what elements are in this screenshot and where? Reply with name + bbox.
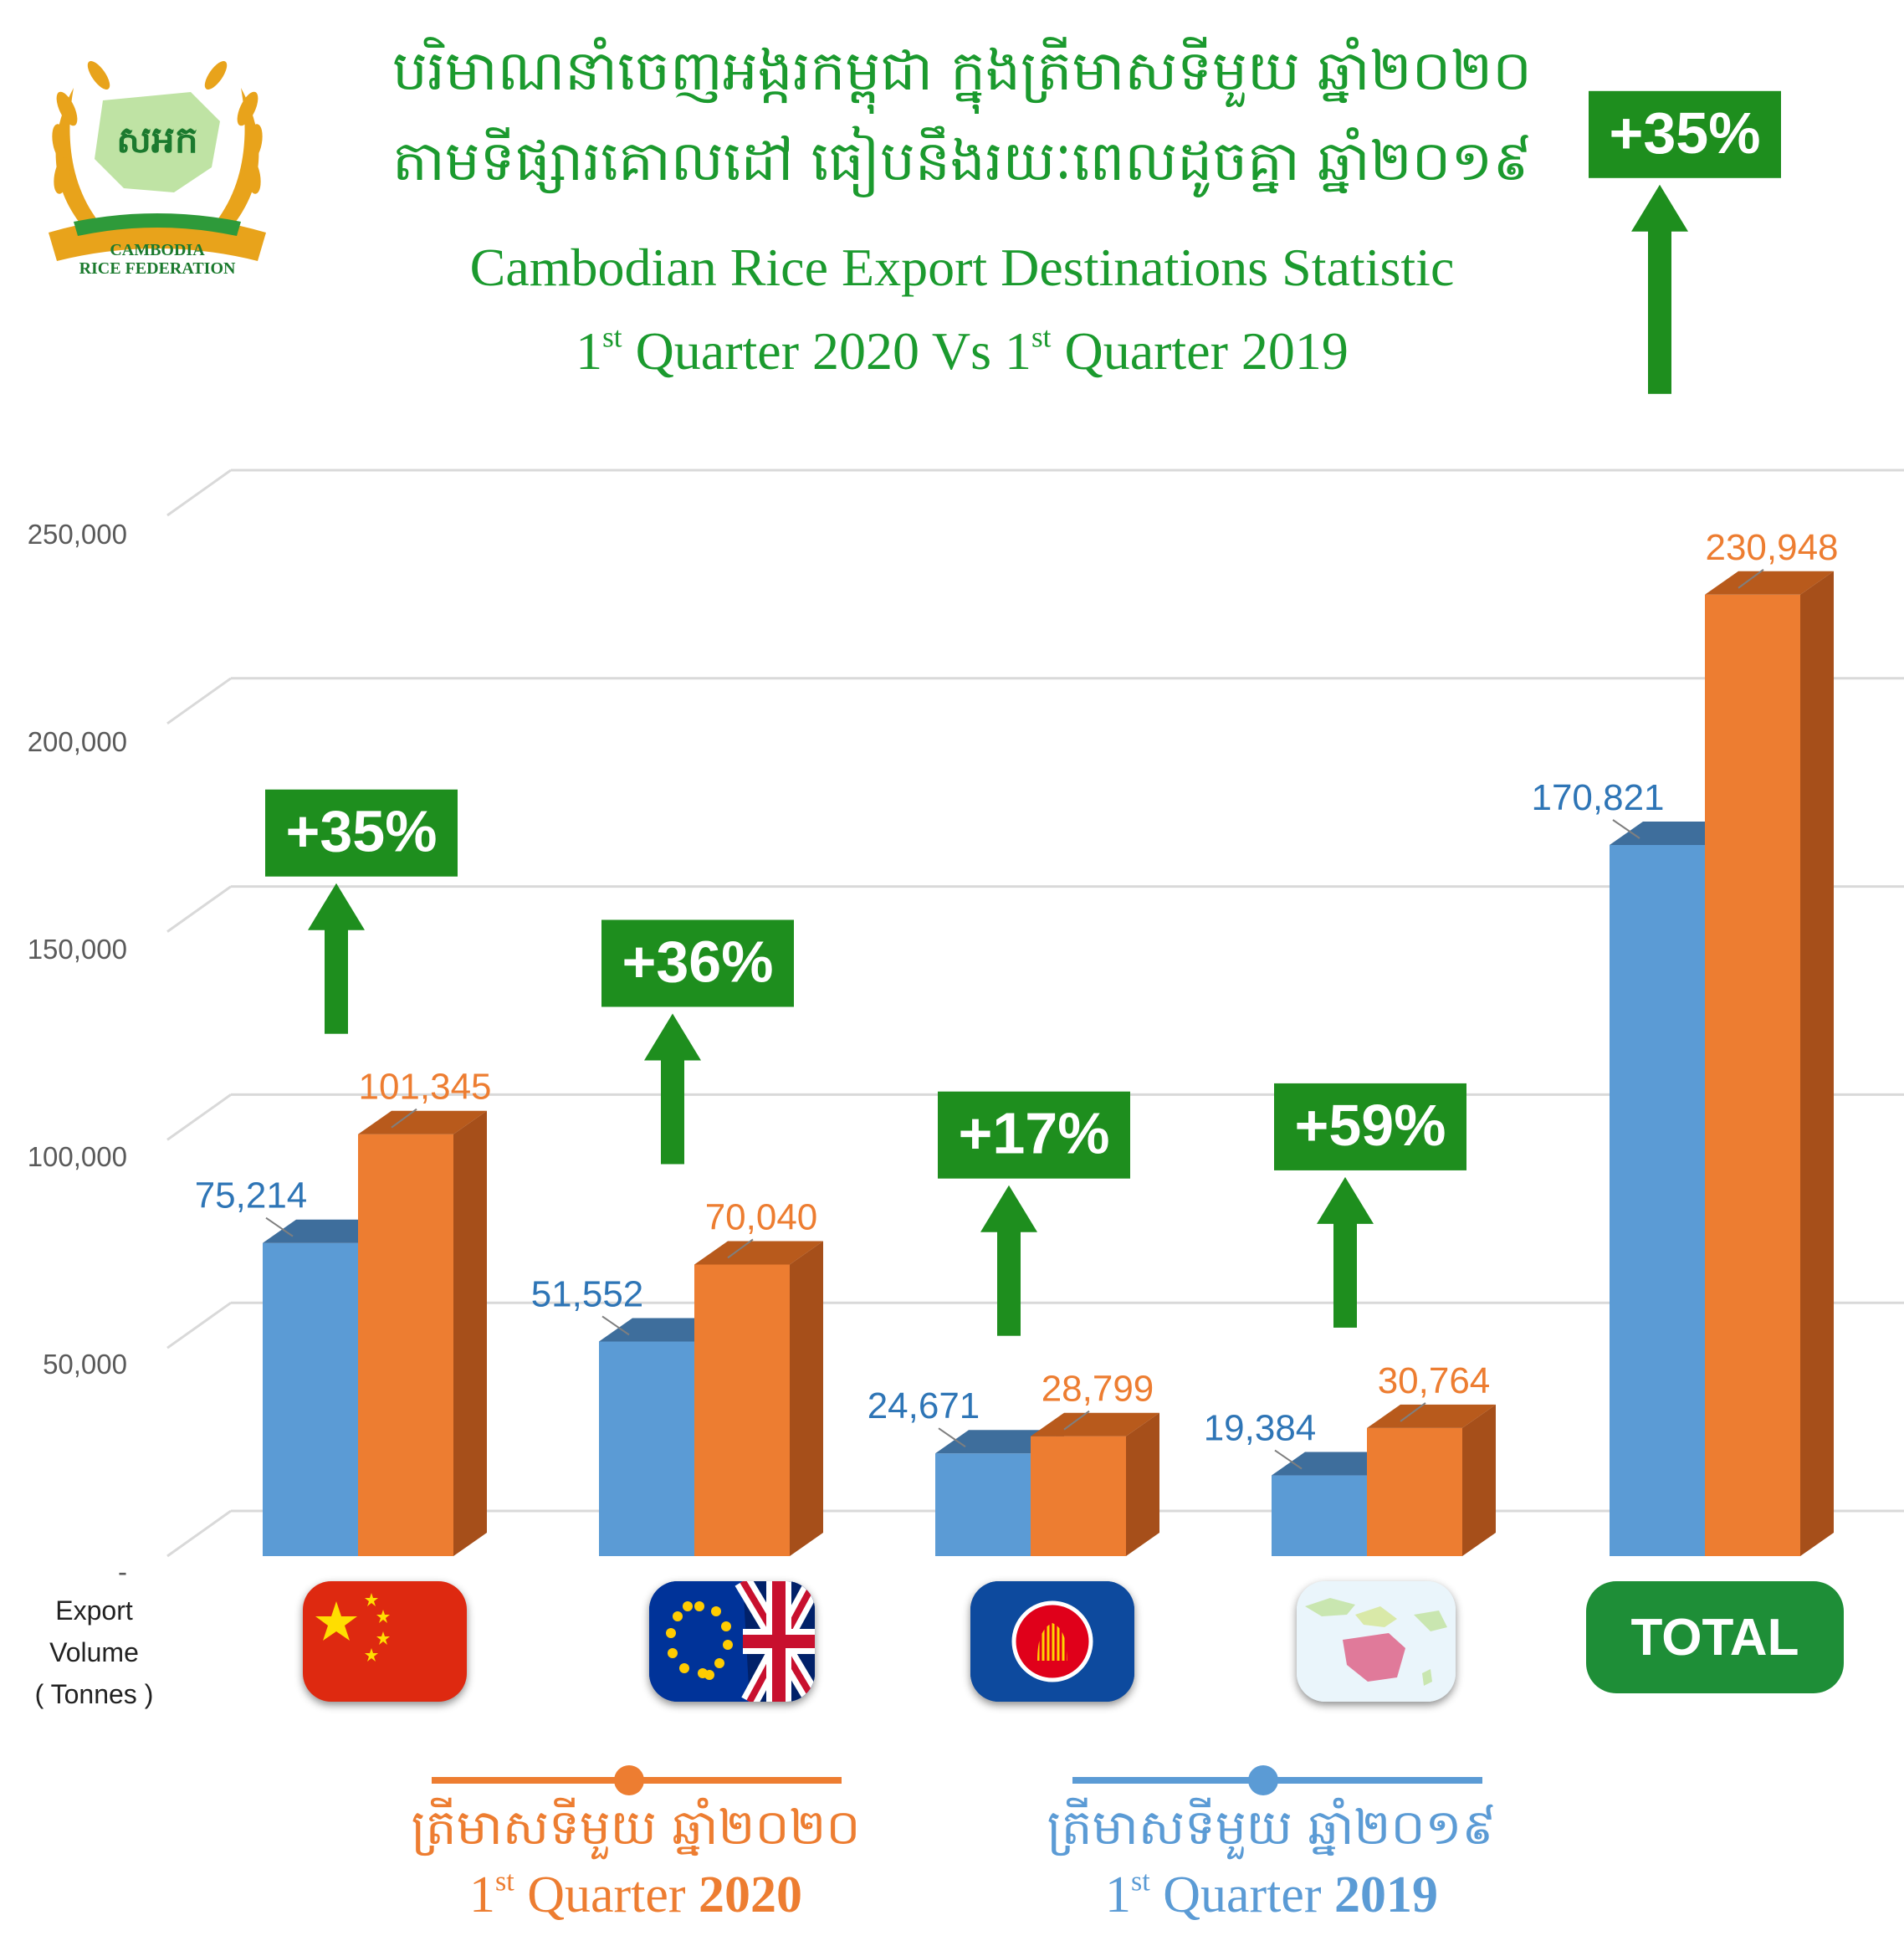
growth-badge xyxy=(1589,90,1781,178)
growth-label: +59% xyxy=(1295,1093,1446,1158)
legend-2019-marker xyxy=(1072,1765,1482,1795)
bar-2020-top xyxy=(1031,1412,1159,1436)
growth-arrow-shaft xyxy=(325,924,348,1034)
bar-2020-top xyxy=(1367,1404,1496,1428)
bar-2020-side xyxy=(1800,571,1834,1556)
bar-2020-side xyxy=(453,1110,487,1556)
ytick-label: 200,000 xyxy=(27,726,127,757)
y-axis-title: Export Volume ( Tonnes ) xyxy=(34,1595,154,1709)
leader-line xyxy=(1400,1402,1426,1422)
data-label-2019: 170,821 xyxy=(1531,777,1664,818)
eu-uk-flag-icon xyxy=(649,1581,815,1702)
rice-wreath-icon xyxy=(49,60,266,261)
leader-line xyxy=(1612,819,1640,839)
growth-arrow-icon xyxy=(1631,184,1688,232)
bar-2020-side xyxy=(1462,1404,1496,1556)
legend-2020-khmer: ត្រីមាសទីមួយ ឆ្នាំ២០២០ xyxy=(411,1799,861,1856)
bar-2020 xyxy=(694,1264,790,1556)
growth-badge xyxy=(938,1091,1130,1179)
total-label: TOTAL xyxy=(1586,1581,1844,1693)
growth-label: +36% xyxy=(622,929,774,994)
leader-line xyxy=(1738,568,1764,589)
gridline-diagonal xyxy=(166,1301,232,1349)
bar-2020-side xyxy=(790,1241,823,1556)
leader-line xyxy=(391,1108,417,1129)
growth-arrow-icon xyxy=(980,1185,1037,1232)
bar-2020-top xyxy=(358,1110,487,1134)
data-label-2020: 70,040 xyxy=(705,1196,818,1237)
growth-label: +35% xyxy=(1610,100,1761,166)
legend-2019-english: 1st Quarter 2019 xyxy=(1104,1866,1439,1923)
growth-label: +35% xyxy=(286,799,438,864)
legend-2020-marker xyxy=(432,1765,842,1795)
logo-name-line2: RICE FEDERATION xyxy=(79,259,236,278)
growth-arrow-shaft xyxy=(1333,1218,1357,1328)
asia-pacific-map-icon xyxy=(1297,1581,1456,1702)
bar-2020-top xyxy=(1705,571,1834,595)
title-khmer-line1: បរិមាណនាំចេញអង្ករកម្ពុជា ក្នុងត្រីមាសទីម… xyxy=(392,38,1532,103)
growth-arrow-shaft xyxy=(661,1055,684,1165)
bar-2020 xyxy=(1031,1436,1126,1556)
bar-2019 xyxy=(599,1341,694,1556)
ytick-label: - xyxy=(118,1556,127,1587)
growth-badge xyxy=(1274,1083,1466,1170)
gridline-diagonal xyxy=(166,469,232,517)
bar-2019 xyxy=(263,1242,358,1556)
growth-arrow-icon xyxy=(644,1013,701,1061)
data-label-2020: 101,345 xyxy=(358,1067,491,1108)
bar-2020-side xyxy=(1126,1412,1159,1556)
ytick-label: 100,000 xyxy=(27,1141,127,1172)
data-label-2019: 24,671 xyxy=(868,1385,980,1426)
bar-2019 xyxy=(1272,1475,1367,1556)
ytick-label: 150,000 xyxy=(27,934,127,965)
data-label-2020: 230,948 xyxy=(1705,527,1838,568)
bar-2020 xyxy=(1367,1427,1462,1556)
data-label-2020: 28,799 xyxy=(1042,1369,1154,1410)
leader-line xyxy=(601,1315,630,1336)
bar-2020 xyxy=(1705,594,1800,1556)
growth-arrow-icon xyxy=(1317,1176,1374,1224)
ytick-label: 250,000 xyxy=(27,519,127,550)
leader-line xyxy=(265,1216,294,1237)
data-label-2019: 19,384 xyxy=(1204,1408,1317,1449)
growth-label: +17% xyxy=(959,1101,1110,1166)
leader-line xyxy=(1274,1449,1303,1470)
growth-badge xyxy=(265,789,458,877)
federation-logo: សអក CAMBODIA RICE FEDERATION xyxy=(32,42,283,284)
leader-line xyxy=(727,1238,754,1259)
title-khmer-line2: តាមទីផ្សារគោលដៅ ធៀបនឹងរយៈពេលដូចគ្នា ឆ្នា… xyxy=(392,129,1533,193)
asean-flag-icon xyxy=(970,1581,1134,1702)
data-label-2019: 51,552 xyxy=(531,1273,644,1314)
gridline-diagonal xyxy=(166,885,232,933)
data-label-2020: 30,764 xyxy=(1378,1360,1491,1401)
growth-arrow-shaft xyxy=(1648,226,1671,394)
legend-2019-khmer: ត្រីមាសទីមួយ ឆ្នាំ២០១៩ xyxy=(1047,1799,1497,1856)
china-flag-icon xyxy=(303,1581,467,1702)
bar-2020-top xyxy=(694,1241,823,1265)
title-english-line1: Cambodian Rice Export Destinations Stati… xyxy=(469,238,1455,297)
bar-2019 xyxy=(935,1453,1031,1556)
logo-badge: សអក xyxy=(116,119,198,161)
bar-2020 xyxy=(358,1134,453,1556)
growth-badge xyxy=(601,919,794,1007)
bar-2019 xyxy=(1610,844,1705,1556)
gridline-diagonal xyxy=(166,1093,232,1141)
logo-name-line1: CAMBODIA xyxy=(110,241,205,259)
legend-2020-english: 1st Quarter 2020 xyxy=(468,1866,803,1923)
title-english-line2: 1st Quarter 2020 Vs 1st Quarter 2019 xyxy=(576,320,1349,381)
leader-line xyxy=(1063,1410,1090,1431)
gridline-diagonal xyxy=(166,677,232,725)
growth-arrow-shaft xyxy=(997,1226,1021,1336)
data-label-2019: 75,214 xyxy=(195,1175,308,1216)
gridline-diagonal xyxy=(166,1509,232,1558)
ytick-label: 50,000 xyxy=(43,1349,127,1380)
growth-arrow-icon xyxy=(308,883,365,930)
leader-line xyxy=(938,1427,966,1448)
